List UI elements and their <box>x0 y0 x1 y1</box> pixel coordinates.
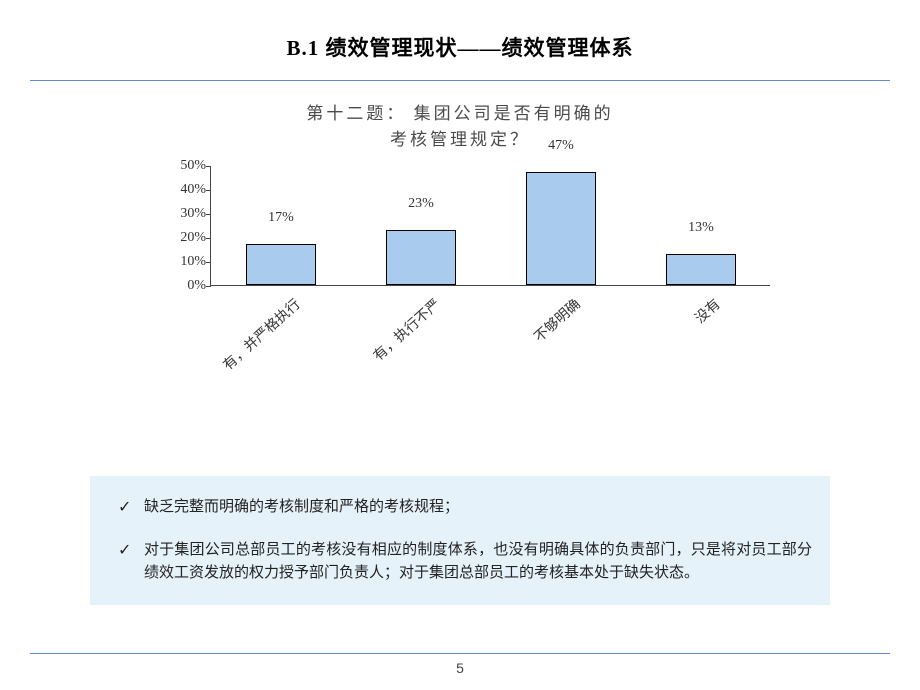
y-tick-label: 50% <box>180 158 206 174</box>
top-divider <box>30 80 890 81</box>
y-tick-label: 0% <box>187 278 206 294</box>
y-tick-label: 20% <box>180 230 206 246</box>
page-title: B.1 绩效管理现状——绩效管理体系 <box>0 0 920 62</box>
note-text: 缺乏完整而明确的考核制度和严格的考核规程； <box>144 496 812 521</box>
y-axis-labels: 0%10%20%30%40%50% <box>158 166 206 286</box>
y-tick-label: 30% <box>180 206 206 222</box>
category-label: 不够明确 <box>489 294 584 382</box>
check-icon: ✓ <box>118 539 144 586</box>
bar <box>246 244 316 285</box>
bar-chart: 第十二题： 集团公司是否有明确的 考核管理规定？ 0%10%20%30%40%5… <box>130 101 790 401</box>
bar-value-label: 17% <box>246 210 316 226</box>
note-item: ✓ 缺乏完整而明确的考核制度和严格的考核规程； <box>118 496 812 521</box>
bar-value-label: 23% <box>386 196 456 212</box>
footer-divider <box>30 653 890 654</box>
note-item: ✓ 对于集团公司总部员工的考核没有相应的制度体系，也没有明确具体的负责部门，只是… <box>118 539 812 586</box>
bar <box>666 254 736 285</box>
page-number: 5 <box>0 660 920 676</box>
bar <box>386 230 456 285</box>
bar-value-label: 47% <box>526 138 596 154</box>
bar <box>526 172 596 285</box>
chart-plot: 0%10%20%30%40%50% 17%有，并严格执行23%有，执行不严47%… <box>210 166 770 376</box>
note-text: 对于集团公司总部员工的考核没有相应的制度体系，也没有明确具体的负责部门，只是将对… <box>144 539 812 586</box>
category-label: 有，执行不严 <box>349 294 444 382</box>
notes-box: ✓ 缺乏完整而明确的考核制度和严格的考核规程； ✓ 对于集团公司总部员工的考核没… <box>90 476 830 605</box>
chart-title-line1: 第十二题： 集团公司是否有明确的 <box>306 104 613 123</box>
category-label: 有，并严格执行 <box>209 294 304 382</box>
bar-value-label: 13% <box>666 220 736 236</box>
check-icon: ✓ <box>118 496 144 521</box>
chart-title-line2: 考核管理规定？ <box>390 130 530 149</box>
category-label: 没有 <box>629 294 724 382</box>
y-tick-label: 10% <box>180 254 206 270</box>
plot-area: 17%有，并严格执行23%有，执行不严47%不够明确13%没有 <box>210 166 770 286</box>
chart-title: 第十二题： 集团公司是否有明确的 考核管理规定？ <box>130 101 790 152</box>
y-tick-label: 40% <box>180 182 206 198</box>
